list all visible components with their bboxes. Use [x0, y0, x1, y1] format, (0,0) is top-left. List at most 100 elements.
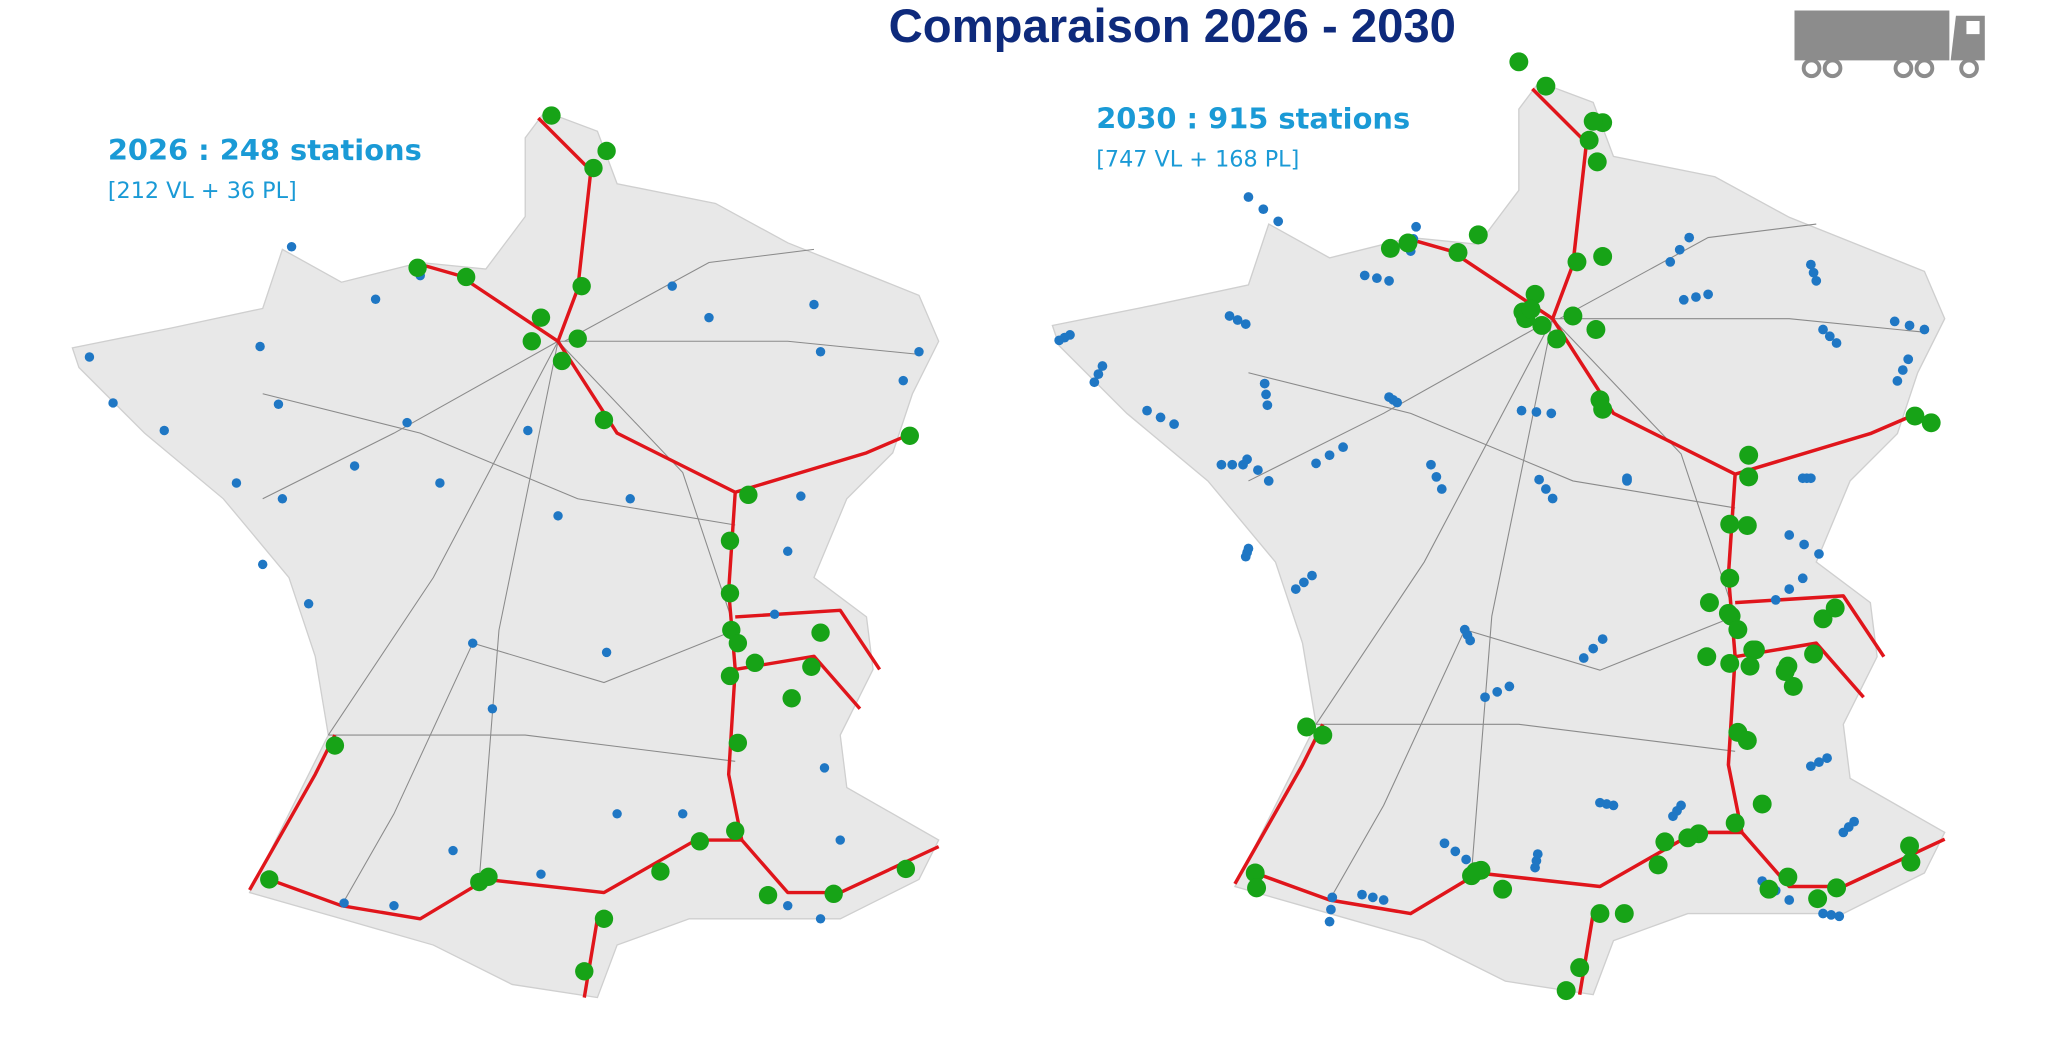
wheel: [1893, 58, 1914, 79]
station-vl: [815, 914, 826, 924]
station-pl: [1740, 656, 1760, 676]
station-vl: [1307, 570, 1317, 581]
station-vl: [1338, 442, 1348, 452]
station-vl: [1299, 577, 1309, 588]
station-vl: [1547, 493, 1558, 504]
station-vl: [1805, 259, 1816, 270]
station-vl: [1290, 584, 1301, 594]
station-pl: [720, 584, 740, 603]
station-pl: [651, 862, 670, 881]
station-pl: [1587, 152, 1607, 172]
station-vl: [448, 845, 458, 856]
station-pl: [568, 329, 587, 348]
station-vl: [796, 491, 806, 501]
station-pl: [1570, 958, 1590, 978]
station-vl: [612, 809, 622, 819]
station-vl: [1889, 316, 1900, 327]
hydrogen-corridor: [1531, 87, 1919, 476]
road: [1470, 318, 1554, 874]
station-pl: [1590, 904, 1610, 924]
road: [262, 393, 736, 526]
station-vl: [1263, 476, 1274, 486]
station-vl: [1622, 473, 1632, 484]
station-vl: [1357, 889, 1367, 900]
wheel: [1801, 58, 1822, 79]
station-vl: [1240, 319, 1251, 329]
station-vl: [1849, 816, 1859, 827]
station-vl: [667, 281, 677, 291]
road: [327, 341, 559, 736]
road: [1552, 318, 1736, 617]
wheel: [1914, 58, 1935, 79]
cab-window: [1966, 21, 1980, 35]
station-vl: [1324, 916, 1335, 927]
station-vl: [1814, 549, 1824, 559]
station-vl: [1253, 465, 1263, 475]
station-vl: [1054, 335, 1065, 346]
station-vl: [1431, 472, 1442, 482]
station-vl: [1492, 686, 1503, 697]
station-vl: [349, 461, 360, 471]
station-vl: [835, 835, 845, 845]
station-pl: [1493, 879, 1513, 899]
station-vl: [1578, 653, 1589, 663]
station-pl: [572, 276, 591, 296]
station-pl: [1655, 832, 1675, 852]
station-vl: [1703, 289, 1713, 300]
station-vl: [1668, 811, 1678, 822]
wheel: [1822, 58, 1843, 79]
station-pl: [1567, 252, 1587, 272]
station-vl: [1224, 311, 1235, 321]
station-pl: [1245, 863, 1265, 883]
station-pl: [1752, 794, 1772, 814]
panel-detail: [747 VL + 168 PL]: [1096, 147, 1299, 173]
station-vl: [1439, 838, 1450, 849]
station-pl: [1720, 653, 1740, 673]
station-pl: [811, 623, 830, 642]
station-vl: [1904, 320, 1915, 331]
station-vl: [435, 478, 445, 488]
station-vl: [159, 425, 169, 436]
station-pl: [1313, 725, 1333, 745]
station-pl: [726, 821, 745, 841]
station-pl: [479, 867, 498, 886]
station-pl: [1563, 306, 1583, 326]
road: [557, 340, 736, 631]
station-vl: [1770, 595, 1781, 605]
station-pl: [1739, 445, 1759, 465]
station-pl: [1743, 640, 1763, 660]
station-vl: [286, 242, 297, 252]
station-pl: [720, 531, 740, 550]
station-vl: [1216, 459, 1227, 470]
station-vl: [1532, 849, 1543, 859]
station-pl: [728, 633, 748, 653]
station-vl: [1811, 275, 1822, 286]
station-pl: [1468, 225, 1488, 245]
station-vl: [1097, 361, 1108, 371]
station-pl: [1593, 399, 1613, 419]
station-vl: [819, 763, 830, 773]
station-pl: [1466, 862, 1486, 882]
station-vl: [1903, 354, 1914, 365]
road: [1248, 372, 1736, 509]
station-vl: [1531, 407, 1542, 417]
station-vl: [1326, 904, 1336, 915]
station-pl: [325, 736, 345, 755]
road: [262, 340, 559, 500]
station-vl: [1822, 753, 1832, 763]
station-vl: [1541, 484, 1551, 494]
station-vl: [1831, 338, 1842, 348]
road: [1559, 223, 1817, 320]
hydrogen-corridor: [537, 116, 914, 494]
station-vl: [1359, 270, 1370, 281]
station-pl: [1921, 413, 1941, 433]
station-pl: [522, 332, 541, 351]
station-pl: [900, 426, 919, 445]
road: [1316, 723, 1736, 752]
station-pl: [1804, 644, 1824, 664]
station-pl: [1532, 315, 1552, 335]
station-pl: [1900, 836, 1920, 856]
station-pl: [1813, 609, 1833, 629]
station-vl: [1892, 376, 1903, 386]
station-vl: [1324, 450, 1335, 461]
